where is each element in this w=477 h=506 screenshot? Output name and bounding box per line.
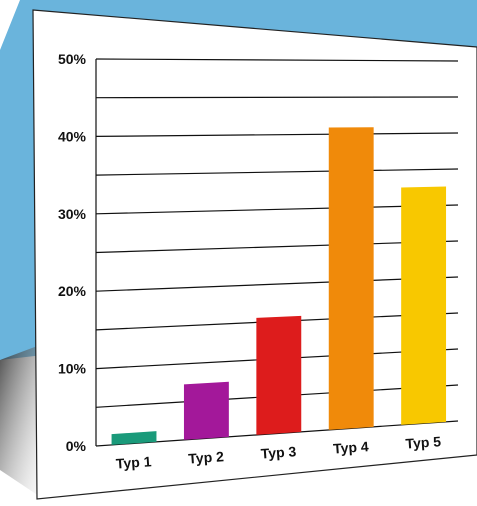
y-tick-label: 20%: [58, 283, 87, 299]
grid-line: [95, 96, 459, 99]
x-category-label: Typ 2: [188, 448, 225, 466]
x-category-labels: Typ 1 Typ 2 Typ 3 Typ 4 Typ 5: [115, 433, 441, 471]
y-tick-label: 40%: [58, 128, 87, 144]
bar-typ-2: [183, 381, 229, 440]
y-tick-label: 30%: [58, 206, 87, 222]
paper-shadow: [0, 345, 45, 500]
bar-typ-5: [401, 186, 447, 425]
x-category-label: Typ 4: [333, 438, 370, 456]
x-category-label: Typ 3: [260, 443, 297, 461]
x-category-label: Typ 5: [405, 433, 442, 451]
bars: [111, 127, 447, 445]
y-tick-labels: 0% 10% 20% 30% 40% 50%: [58, 51, 87, 454]
bar-typ-3: [256, 315, 302, 435]
x-category-label: Typ 1: [115, 453, 152, 471]
bar-typ-4: [328, 127, 374, 430]
grid-line: [95, 132, 459, 137]
grid-line: [95, 58, 459, 62]
grid-line: [95, 276, 459, 292]
y-tick-label: 50%: [58, 51, 87, 67]
y-tick-label: 0%: [66, 438, 87, 454]
y-tick-label: 10%: [58, 361, 87, 377]
grid-line: [95, 240, 459, 254]
grid-line: [95, 168, 459, 176]
bar-typ-1: [111, 431, 157, 445]
grid-line: [95, 204, 459, 215]
grid-lines: [95, 58, 459, 447]
